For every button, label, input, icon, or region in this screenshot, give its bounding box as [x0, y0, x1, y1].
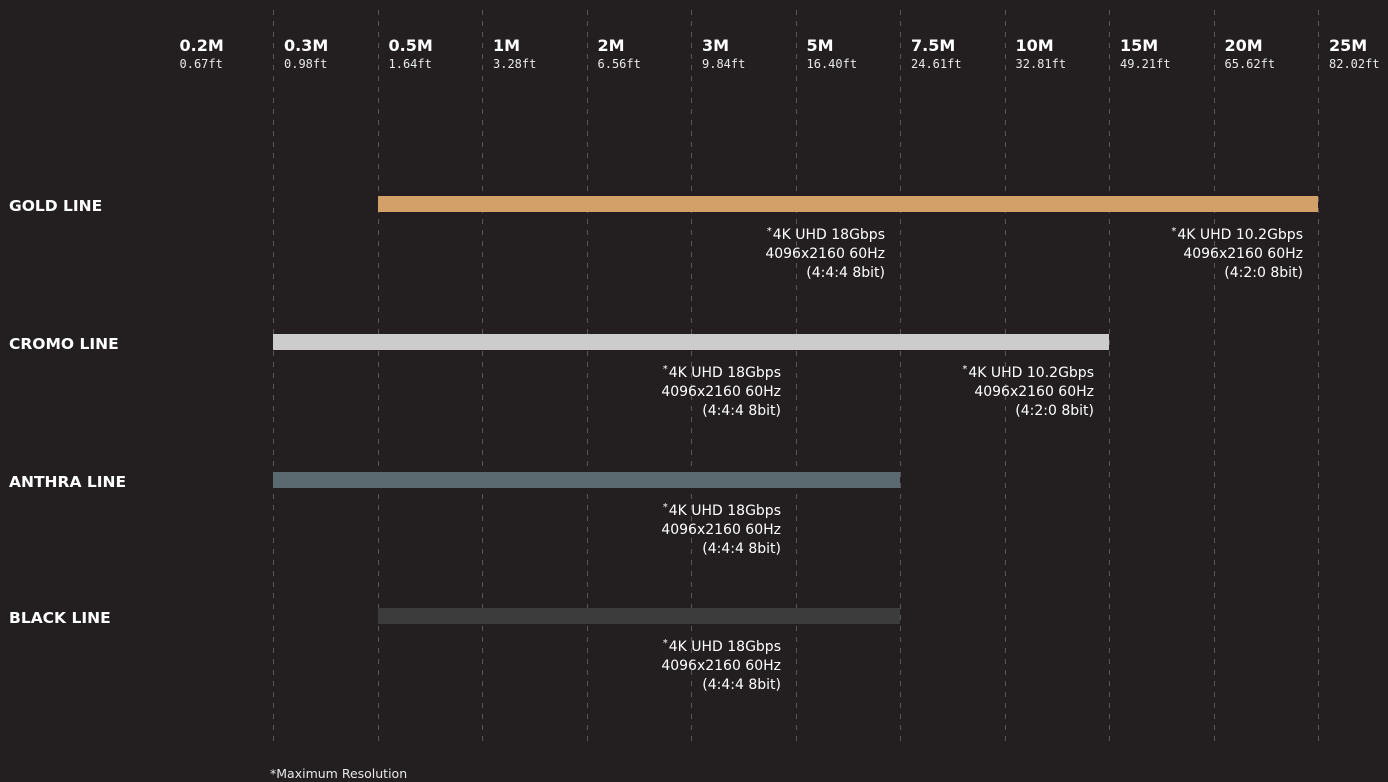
tick-label-ft: 6.56ft — [597, 57, 641, 71]
spec-line: *4K UHD 10.2Gbps — [1171, 226, 1303, 243]
spec-annotation: *4K UHD 18Gbps 4096x2160 60Hz (4:4:4 8bit) — [765, 222, 885, 283]
spec-line: *4K UHD 18Gbps — [662, 502, 781, 519]
spec-line: (4:2:0 8bit) — [1015, 403, 1094, 419]
bar-anthra-line — [273, 472, 900, 488]
tick-label-ft: 1.64ft — [388, 57, 432, 71]
spec-line: 4096x2160 60Hz — [661, 384, 781, 400]
tick-label-ft: 0.67ft — [179, 57, 223, 71]
footnote: *Maximum Resolution — [270, 766, 408, 781]
tick-label-m: 15M — [1120, 36, 1159, 55]
tick-label-m: 5M — [806, 36, 834, 55]
spec-annotation: *4K UHD 10.2Gbps 4096x2160 60Hz (4:2:0 8bi… — [1171, 222, 1303, 283]
spec-line: (4:4:4 8bit) — [806, 265, 885, 281]
spec-line: *4K UHD 18Gbps — [662, 638, 781, 655]
spec-line: 4096x2160 60Hz — [1183, 246, 1303, 262]
asterisk: * — [962, 364, 968, 375]
asterisk: * — [766, 226, 772, 237]
tick-label-m: 25M — [1329, 36, 1368, 55]
asterisk: * — [662, 502, 668, 513]
tick-label-m: 0.2M — [179, 36, 224, 55]
tick-label-ft: 9.84ft — [702, 57, 746, 71]
spec-line: (4:4:4 8bit) — [702, 403, 781, 419]
series-label: CROMO LINE — [9, 335, 119, 353]
bar-black-line — [378, 608, 900, 624]
tick-label-m: 7.5M — [911, 36, 956, 55]
tick-label-m: 20M — [1224, 36, 1263, 55]
tick-label-m: 0.5M — [388, 36, 433, 55]
spec-annotation: *4K UHD 10.2Gbps 4096x2160 60Hz (4:2:0 8bi… — [962, 360, 1094, 421]
spec-line: *4K UHD 10.2Gbps — [962, 364, 1094, 381]
tick-label-ft: 65.62ft — [1224, 57, 1276, 71]
tick-label-ft: 24.61ft — [911, 57, 962, 71]
tick-label-ft: 49.21ft — [1120, 57, 1171, 71]
spec-line: (4:4:4 8bit) — [702, 541, 781, 557]
tick-label-m: 3M — [702, 36, 730, 55]
spec-annotation: *4K UHD 18Gbps 4096x2160 60Hz (4:4:4 8bit) — [661, 634, 781, 695]
spec-line: *4K UHD 18Gbps — [766, 226, 885, 243]
tick-label-ft: 0.98ft — [284, 57, 328, 71]
spec-line: (4:4:4 8bit) — [702, 677, 781, 693]
spec-line: 4096x2160 60Hz — [661, 522, 781, 538]
spec-annotation: *4K UHD 18Gbps 4096x2160 60Hz (4:4:4 8bit) — [661, 360, 781, 421]
tick-label-m: 1M — [493, 36, 521, 55]
tick-label-ft: 82.02ft — [1329, 57, 1380, 71]
tick-label-ft: 16.40ft — [806, 57, 858, 71]
tick-label-ft: 3.28ft — [493, 57, 537, 71]
tick-label-ft: 32.81ft — [1015, 57, 1067, 71]
tick-label-m: 0.3M — [284, 36, 329, 55]
tick-label-m: 2M — [597, 36, 625, 55]
spec-line: 4096x2160 60Hz — [765, 246, 885, 262]
bar-cromo-line — [273, 334, 1109, 350]
series-label: ANTHRA LINE — [9, 473, 127, 491]
spec-line: *4K UHD 18Gbps — [662, 364, 781, 381]
asterisk: * — [662, 638, 668, 649]
asterisk: * — [662, 364, 668, 375]
bar-gold-line — [378, 196, 1318, 212]
spec-annotation: *4K UHD 18Gbps 4096x2160 60Hz (4:4:4 8bit) — [661, 498, 781, 559]
spec-line: 4096x2160 60Hz — [661, 658, 781, 674]
spec-line: 4096x2160 60Hz — [974, 384, 1094, 400]
series-label: GOLD LINE — [9, 197, 103, 215]
asterisk: * — [1171, 226, 1177, 237]
tick-label-m: 10M — [1015, 36, 1054, 55]
spec-line: (4:2:0 8bit) — [1224, 265, 1303, 281]
series-label: BLACK LINE — [9, 609, 111, 627]
